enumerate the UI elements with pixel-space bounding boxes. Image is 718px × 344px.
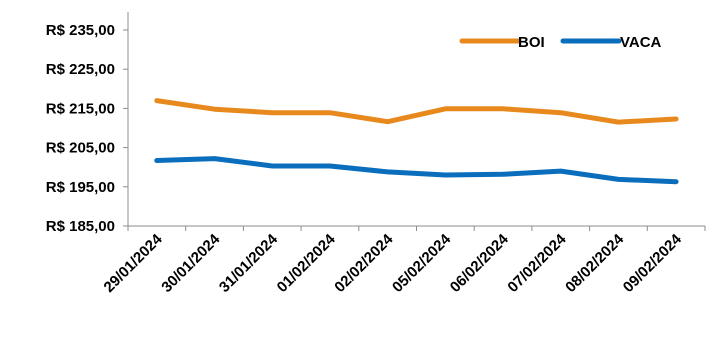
series-line-vaca [154,156,679,185]
y-axis-ticks: R$ 185,00 R$ 195,00 R$ 205,00 R$ 215,00 R$ 2… [46,22,128,235]
axes [127,12,705,227]
y-tick-label: R$ 205,00 [46,140,115,157]
y-tick-label: R$ 215,00 [46,100,115,117]
series-line-boi [154,98,679,125]
x-tick-label: 30/01/2024 [158,230,224,296]
x-tick-label: 07/02/2024 [504,230,570,296]
x-tick-label: 01/02/2024 [274,230,340,296]
legend-label-boi: BOI [518,34,545,51]
y-tick-label: R$ 225,00 [46,61,115,78]
x-tick-label: 06/02/2024 [447,230,513,296]
x-axis-ticks: 29/01/202430/01/202431/01/202401/02/2024… [101,226,706,296]
x-tick-label: 05/02/2024 [389,230,455,296]
legend-label-vaca: VACA [620,34,662,51]
series-lines [154,98,679,185]
x-tick-label: 31/01/2024 [216,230,282,296]
x-tick-label: 08/02/2024 [562,230,628,296]
y-tick-label: R$ 185,00 [46,218,115,235]
y-tick-label: R$ 195,00 [46,179,115,196]
legend: BOI VACA [459,34,662,51]
x-tick-label: 29/01/2024 [101,230,167,296]
x-tick-label: 02/02/2024 [331,230,397,296]
x-tick-label: 09/02/2024 [620,230,686,296]
y-tick-label: R$ 235,00 [46,22,115,39]
